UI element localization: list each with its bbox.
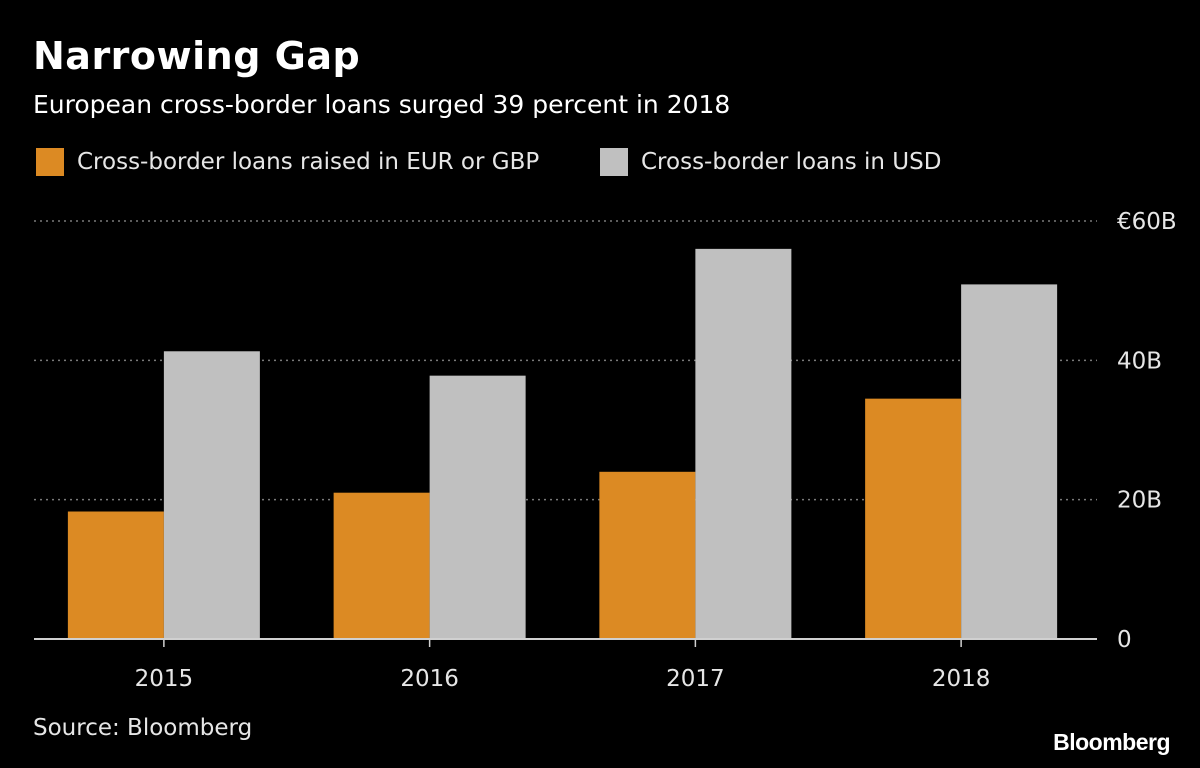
y-tick-label: 40B: [1117, 348, 1162, 374]
x-tick-label: 2015: [135, 666, 194, 692]
bar-usd-2017: [695, 248, 792, 639]
bar-usd-2018: [961, 284, 1058, 639]
bar-usd-2016: [429, 375, 526, 639]
x-tick-label: 2018: [932, 666, 991, 692]
bar-eur-gbp-2018: [865, 398, 962, 639]
y-tick-label: €60B: [1117, 209, 1177, 235]
legend-label-eur-gbp: Cross-border loans raised in EUR or GBP: [77, 149, 540, 175]
source-note: Source: Bloomberg: [33, 715, 253, 741]
x-tick-label: 2016: [400, 666, 459, 692]
legend-item-eur-gbp: Cross-border loans raised in EUR or GBP: [36, 147, 539, 177]
legend-swatch-eur-gbp: [36, 148, 64, 176]
legend-item-usd: Cross-border loans in USD: [600, 147, 941, 177]
y-tick-label: 0: [1117, 627, 1132, 653]
x-tick-label: 2017: [666, 666, 725, 692]
legend-label-usd: Cross-border loans in USD: [641, 149, 942, 175]
chart-subtitle: European cross-border loans surged 39 pe…: [33, 90, 731, 119]
bloomberg-logo: Bloomberg: [1053, 729, 1170, 755]
bar-usd-2015: [163, 351, 260, 639]
bar-eur-gbp-2016: [333, 492, 430, 639]
bar-eur-gbp-2017: [599, 471, 696, 639]
y-tick-label: 20B: [1117, 488, 1162, 514]
chart-title: Narrowing Gap: [33, 34, 361, 78]
legend-swatch-usd: [600, 148, 628, 176]
bar-eur-gbp-2015: [67, 511, 164, 639]
